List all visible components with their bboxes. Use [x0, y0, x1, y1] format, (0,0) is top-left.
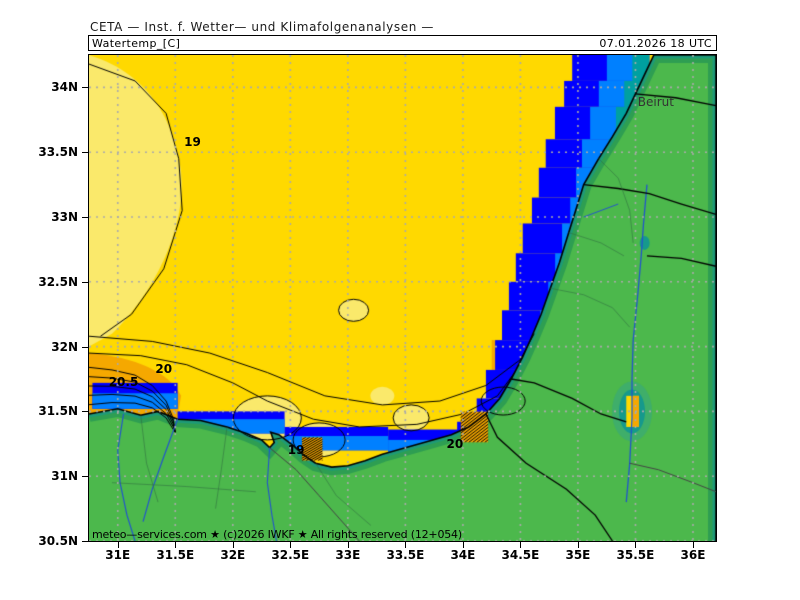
y-axis-tick [82, 411, 88, 413]
x-axis-tick [290, 542, 292, 548]
x-axis-label: 35.5E [616, 548, 655, 562]
y-axis-label: 34N [51, 80, 78, 95]
y-axis-label: 32N [51, 339, 78, 354]
y-axis-tick [82, 541, 88, 542]
x-axis-label: 35E [565, 548, 591, 562]
x-axis-tick [232, 542, 234, 548]
x-axis-tick [117, 542, 119, 548]
map-plot-area[interactable] [88, 54, 717, 542]
x-axis-label: 36E [680, 548, 706, 562]
y-axis-tick [82, 476, 88, 478]
y-axis-label: 32.5N [38, 274, 78, 289]
city-label-beirut: Beirut [637, 94, 674, 109]
credits-text: meteo—services.com ★ (c)2026 IWKF ★ All … [92, 528, 462, 541]
y-axis-label: 33N [51, 210, 78, 224]
x-axis-tick [635, 542, 637, 548]
y-axis-label: 30.5N [38, 534, 78, 548]
x-axis-label: 31.5E [156, 548, 195, 562]
x-axis-label: 34E [450, 548, 476, 562]
x-axis-tick [405, 542, 407, 548]
y-axis-label: 31N [51, 469, 78, 484]
x-axis-tick [692, 542, 694, 548]
contour-value-label: 20 [155, 361, 173, 376]
contour-value-label: 19 [287, 443, 305, 458]
y-axis-tick [82, 87, 88, 89]
x-axis-label: 32E [220, 548, 246, 562]
x-axis-tick [347, 542, 349, 548]
x-axis-label: 34.5E [501, 548, 540, 562]
y-axis-label: 31.5N [38, 404, 78, 419]
valid-time-label: 07.01.2026 18 UTC [599, 37, 712, 50]
contour-value-label: 20.5 [108, 374, 139, 389]
y-axis-tick [82, 217, 88, 218]
x-axis-tick [577, 542, 579, 548]
x-axis-label: 33.5E [386, 548, 425, 562]
x-axis-tick [175, 542, 177, 548]
x-axis-label: 32.5E [271, 548, 310, 562]
watertemp-map-canvas[interactable] [89, 55, 716, 541]
y-axis-label: 33.5N [38, 145, 78, 160]
x-axis-label: 31E [105, 548, 131, 562]
y-axis-tick [82, 281, 88, 283]
y-axis-tick [82, 346, 88, 348]
parameter-bar: Watertemp_[C] 07.01.2026 18 UTC [88, 35, 717, 51]
contour-value-label: 19 [184, 134, 201, 149]
page-title: CETA — Inst. f. Wetter— und Klimafolgena… [90, 20, 434, 34]
x-axis-tick [462, 542, 464, 548]
x-axis-tick [520, 542, 522, 548]
x-axis-label: 33E [335, 548, 361, 562]
parameter-label: Watertemp_[C] [92, 37, 181, 50]
contour-value-label: 20 [446, 436, 464, 451]
y-axis-tick [82, 152, 88, 154]
